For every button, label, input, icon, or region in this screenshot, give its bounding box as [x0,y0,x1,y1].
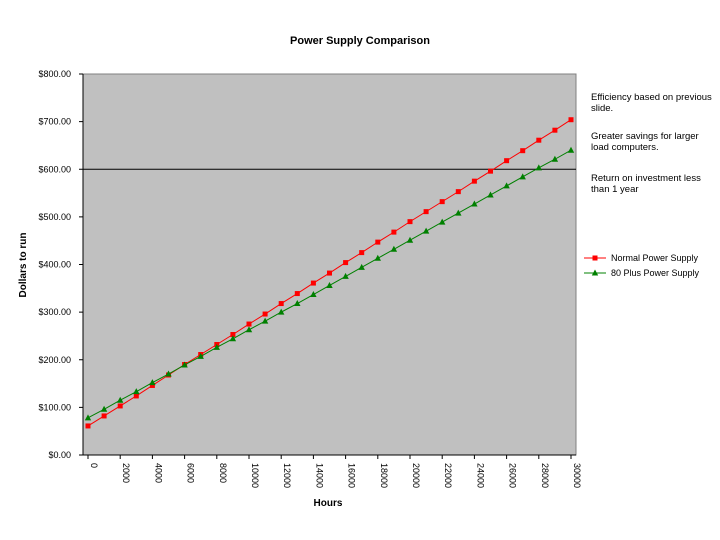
data-point-triangle [390,245,398,252]
data-point-square [85,423,91,429]
y-tick-label: $500.00 [38,212,71,222]
data-point-triangle [261,317,269,324]
data-point-square [359,250,365,256]
y-tick-label: $700.00 [38,117,71,127]
x-tick-label: 6000 [186,463,196,483]
data-point-triangle [471,200,478,207]
data-point-square [552,127,558,133]
x-tick-label: 4000 [153,463,163,483]
annotation-roi: Return on investment less than 1 year [591,173,701,195]
legend-label: Normal Power Supply [611,253,699,263]
y-tick-label: $400.00 [38,260,71,270]
data-point-square [536,137,542,143]
data-point-triangle [310,291,317,298]
data-point-square [278,301,284,307]
x-tick-label: 14000 [314,463,324,488]
x-tick-label: 30000 [572,463,582,488]
data-point-triangle [326,281,333,288]
annotation-efficiency: Efficiency based on previous slide. [591,92,712,114]
data-point-triangle [535,164,542,171]
x-tick-label: 22000 [443,463,453,488]
data-point-square [455,189,461,195]
data-point-triangle [278,308,285,315]
annotation-savings: Greater savings for larger load computer… [591,131,699,153]
data-point-square [504,158,510,164]
x-tick-label: 20000 [411,463,421,488]
legend: Normal Power Supply 80 Plus Power Supply [584,253,700,278]
x-tick-label: 24000 [475,463,485,488]
y-tick-label: $100.00 [38,402,71,412]
data-point-square [592,255,598,261]
data-point-square [327,270,332,276]
data-point-triangle [294,300,301,307]
plot-layer [79,73,576,459]
data-point-triangle [567,146,575,153]
data-point-square [375,239,381,245]
x-tick-label: 28000 [540,463,550,488]
data-point-triangle [84,414,92,421]
data-point-triangle [551,155,559,162]
data-point-square [343,260,349,266]
plot-area [82,73,577,456]
data-point-triangle [374,254,381,261]
data-point-triangle [519,173,526,180]
data-point-square [391,229,397,235]
x-tick-label: 18000 [379,463,389,488]
data-point-triangle [455,209,462,216]
data-point-triangle [245,326,253,333]
data-point-square [520,148,526,154]
data-point-square [294,291,300,297]
data-point-square [471,178,477,184]
data-point-square [117,403,123,409]
x-tick-label: 12000 [282,463,292,488]
data-point-square [246,321,252,327]
y-tick-label: $800.00 [38,69,71,79]
data-point-square [488,168,493,174]
data-point-square [568,117,574,123]
y-tick-label: $600.00 [38,164,71,174]
data-point-triangle [197,352,204,359]
x-tick-label: 2000 [121,463,131,483]
data-point-triangle [181,361,188,368]
data-point-triangle [487,191,494,198]
y-axis-title: Dollars to run [18,232,29,297]
data-point-triangle [439,218,446,225]
x-tick-label: 0 [89,463,99,468]
x-tick-label: 16000 [347,463,357,488]
data-point-square [423,209,429,215]
x-tick-label: 8000 [218,463,228,483]
legend-label: 80 Plus Power Supply [611,268,700,278]
data-point-square [133,393,139,399]
data-point-triangle [503,182,510,189]
x-tick-label: 26000 [508,463,518,488]
data-point-square [439,199,445,205]
data-point-triangle [342,272,349,279]
data-point-square [101,413,107,419]
data-point-triangle [133,388,140,395]
data-point-square [310,280,316,286]
data-point-triangle [591,269,599,276]
data-point-triangle [406,236,414,243]
data-point-triangle [358,263,365,270]
y-tick-label: $300.00 [38,307,71,317]
y-tick-label: $200.00 [38,355,71,365]
data-point-triangle [149,379,156,386]
data-point-triangle [229,335,237,342]
chart-title: Power Supply Comparison [290,35,430,47]
data-point-square [262,311,268,317]
data-point-triangle [422,227,430,234]
data-point-triangle [165,370,172,377]
data-point-square [230,332,236,338]
x-tick-label: 10000 [250,463,260,488]
x-axis-title: Hours [314,498,343,509]
data-point-triangle [117,396,124,403]
data-point-triangle [100,405,108,412]
data-point-square [407,219,413,225]
data-point-triangle [213,343,220,350]
y-tick-label: $0.00 [48,450,71,460]
data-point-square [149,382,155,388]
